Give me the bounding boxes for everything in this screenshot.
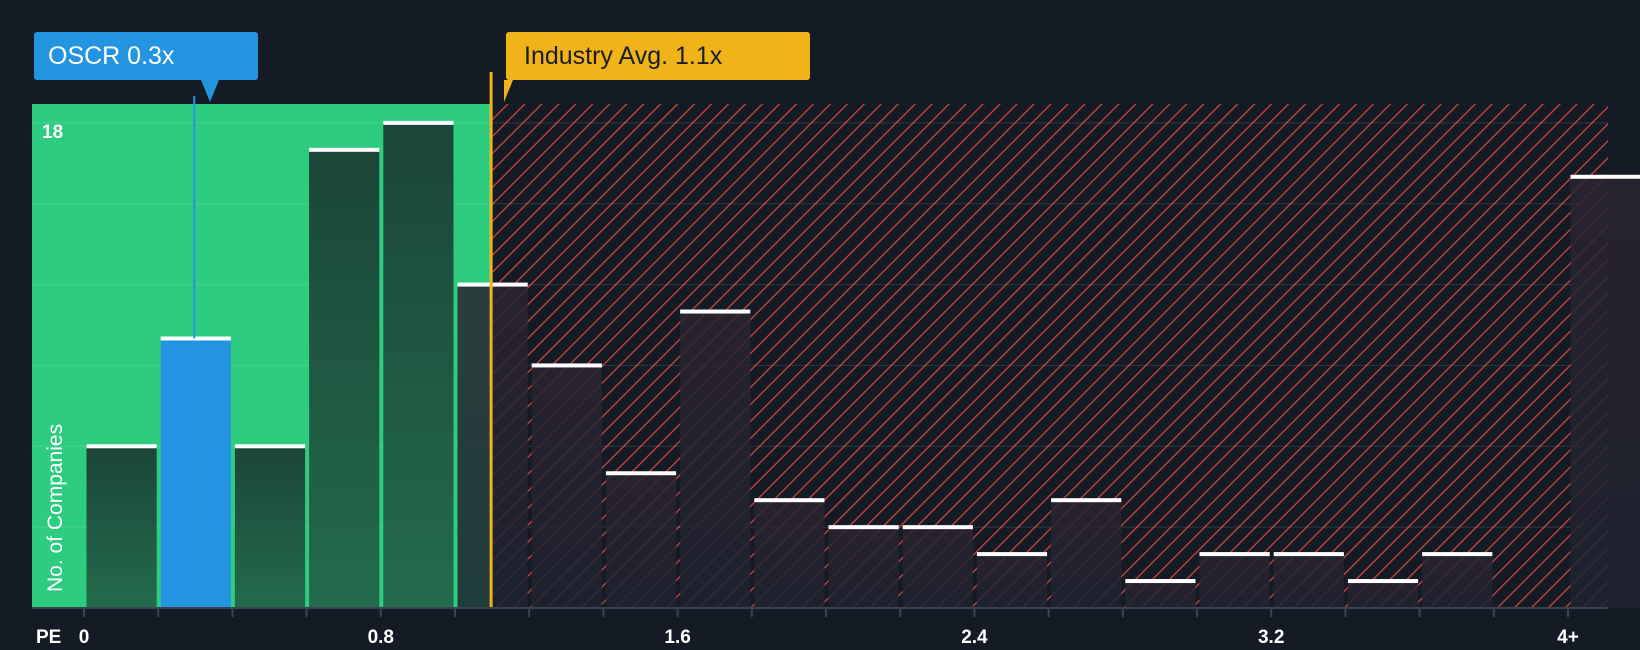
- histogram-bar: [160, 338, 231, 608]
- histogram-bar: [1570, 176, 1640, 608]
- histogram-bar: [754, 500, 825, 608]
- histogram-bar: [605, 473, 677, 608]
- histogram-bar: [1125, 581, 1196, 608]
- company-callout-pointer: [201, 80, 219, 102]
- histogram-bar: [1051, 500, 1122, 608]
- histogram-bar: [531, 365, 602, 608]
- industry-callout-pointer: [504, 80, 513, 102]
- bar-top-cap: [234, 444, 306, 449]
- company-callout: OSCR 0.3x: [34, 32, 258, 102]
- industry-callout-label: Industry Avg. 1.1x: [524, 42, 723, 70]
- histogram-bar: [1347, 581, 1419, 608]
- histogram-bar: [1422, 554, 1493, 608]
- histogram-bar: [976, 554, 1048, 608]
- bar-top-cap: [531, 363, 602, 368]
- histogram-bar: [309, 149, 380, 608]
- histogram-bar: [383, 122, 454, 609]
- bar-top-cap: [680, 309, 751, 314]
- histogram-bar: [828, 527, 899, 608]
- bar-top-cap: [1347, 579, 1419, 584]
- industry-callout: Industry Avg. 1.1x: [504, 32, 810, 102]
- histogram-bar: [86, 446, 157, 608]
- histogram-bar: [680, 311, 751, 608]
- bar-top-cap: [902, 525, 973, 530]
- bar-top-cap: [309, 147, 380, 152]
- bar-top-cap: [605, 471, 677, 476]
- histogram-bar: [234, 446, 306, 608]
- x-tick-label: 0: [79, 627, 90, 648]
- overvalued-zone: [491, 104, 1609, 608]
- x-axis-label: PE: [36, 627, 61, 648]
- x-tick-label: 2.4: [961, 627, 988, 648]
- x-tick-label: 4+: [1557, 627, 1579, 648]
- bar-top-cap: [754, 498, 825, 503]
- histogram-bar: [1273, 554, 1344, 608]
- bar-top-cap: [1570, 174, 1640, 179]
- bar-top-cap: [1199, 552, 1270, 557]
- bar-top-cap: [828, 525, 899, 530]
- x-tick-label: 0.8: [368, 627, 394, 648]
- bars-group: [86, 120, 1640, 609]
- histogram-bar: [902, 527, 973, 608]
- bar-top-cap: [383, 120, 454, 125]
- x-axis: 0 0.8 1.6 2.4 3.2 4+: [32, 607, 1608, 648]
- y-axis-label: No. of Companies: [44, 424, 67, 592]
- company-callout-label: OSCR 0.3x: [48, 42, 175, 70]
- y-tick-label: 18: [42, 122, 63, 143]
- x-tick-label: 3.2: [1258, 627, 1284, 648]
- bar-top-cap: [976, 552, 1048, 557]
- bar-top-cap: [1422, 552, 1493, 557]
- bar-top-cap: [1273, 552, 1344, 557]
- bar-top-cap: [86, 444, 157, 449]
- marker-lines: [193, 72, 493, 608]
- bar-top-cap: [160, 336, 231, 341]
- bar-top-cap: [1125, 579, 1196, 584]
- histogram-bar: [1199, 554, 1270, 608]
- bar-top-cap: [1051, 498, 1122, 503]
- x-tick-label: 1.6: [664, 627, 690, 648]
